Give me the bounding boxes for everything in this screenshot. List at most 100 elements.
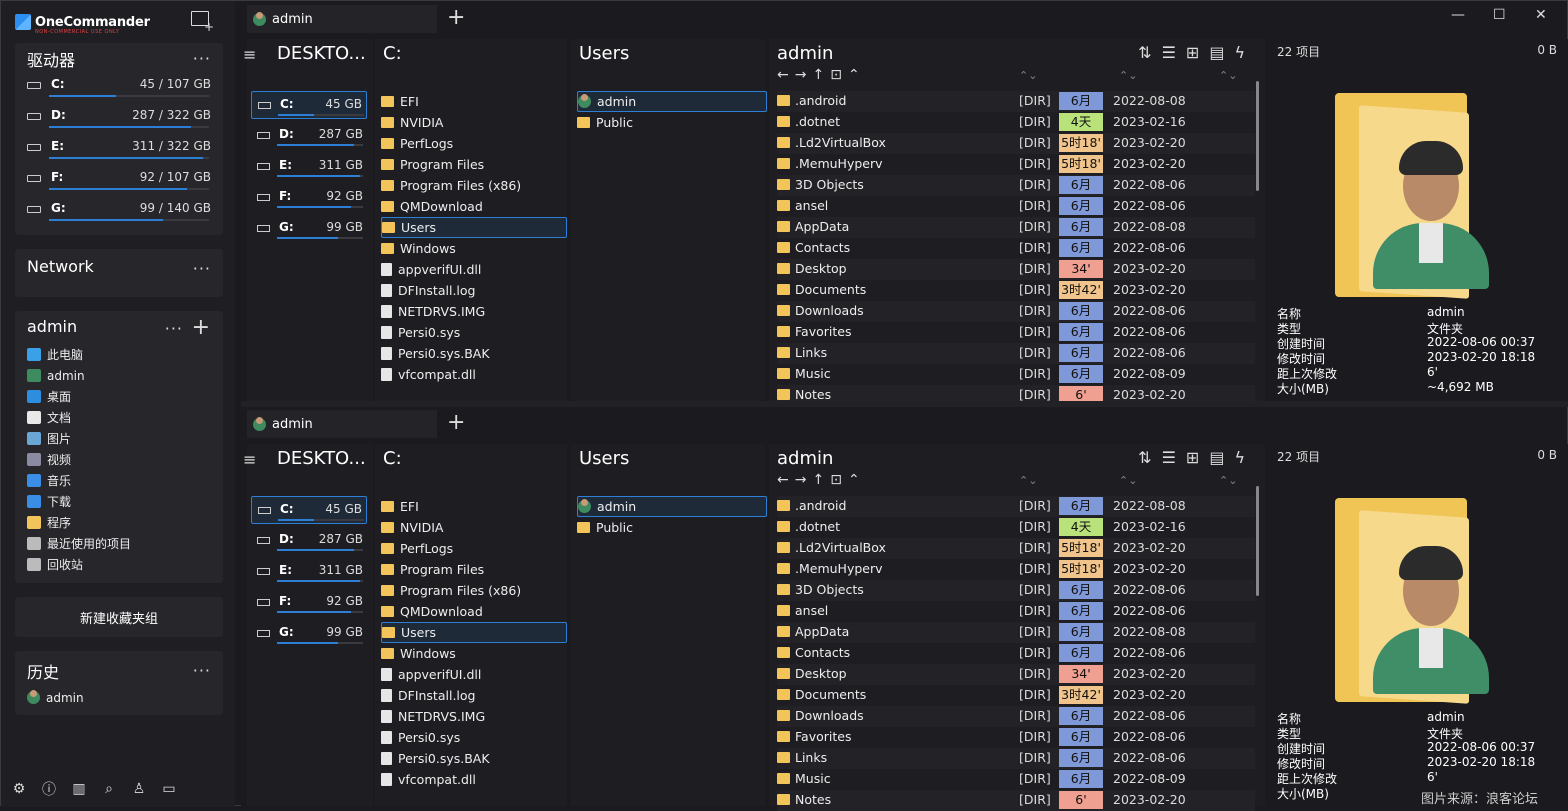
list-view-icon[interactable]: ☰ (1161, 448, 1186, 467)
sort-arrows[interactable]: ⌃⌄ (1119, 69, 1138, 82)
up-icon[interactable]: ↑ (812, 67, 831, 83)
column-title[interactable]: Users (579, 448, 630, 469)
forward-icon[interactable]: → (794, 472, 813, 488)
file-row[interactable]: Downloads [DIR] 6月 2022-08-06 (777, 706, 1255, 727)
list-item[interactable]: Program Files (381, 154, 484, 175)
new-item-icon[interactable]: ⊞ (1185, 43, 1210, 62)
favorite-item[interactable]: 文档 (27, 407, 71, 428)
folder-nav-icon[interactable]: ⊡ (830, 472, 848, 488)
drive-item-d[interactable]: D: 287 GB (251, 527, 367, 555)
column-title[interactable]: DESKTO... (277, 43, 366, 64)
file-row[interactable]: Documents [DIR] 3时42' 2023-02-20 (777, 280, 1255, 301)
history-more-button[interactable]: ··· (192, 661, 211, 680)
list-item[interactable]: vfcompat.dll (381, 769, 476, 790)
list-item[interactable]: Windows (381, 643, 456, 664)
list-item[interactable]: EFI (381, 496, 419, 517)
folder-nav-icon[interactable]: ⊡ (830, 67, 848, 83)
sort-arrows[interactable]: ⌃⌄ (1119, 474, 1138, 487)
favorites-add-button[interactable]: + (191, 315, 211, 340)
account-icon[interactable]: ♙ (132, 781, 146, 797)
list-view-icon[interactable]: ☰ (1161, 43, 1186, 62)
lightning-icon[interactable]: ϟ (1234, 43, 1255, 62)
list-item[interactable]: Persi0.sys.BAK (381, 748, 490, 769)
drive-item-f[interactable]: F: 92 GB (251, 589, 367, 617)
clipboard-icon[interactable]: ▤ (1209, 43, 1235, 62)
file-row[interactable]: Links [DIR] 6月 2022-08-06 (777, 748, 1255, 769)
file-row[interactable]: Downloads [DIR] 6月 2022-08-06 (777, 301, 1255, 322)
drive-item-g[interactable]: G: 99 GB (251, 620, 367, 648)
file-row[interactable]: AppData [DIR] 6月 2022-08-08 (777, 217, 1255, 238)
file-row[interactable]: Desktop [DIR] 34' 2023-02-20 (777, 259, 1255, 280)
list-item[interactable]: Persi0.sys (381, 727, 460, 748)
file-row[interactable]: Favorites [DIR] 6月 2022-08-06 (777, 727, 1255, 748)
favorite-item[interactable]: 音乐 (27, 470, 71, 491)
list-item[interactable]: admin (577, 496, 767, 517)
add-tab-button[interactable]: + (447, 5, 466, 30)
drive-item-g[interactable]: G: 99 GB (251, 215, 367, 243)
list-item[interactable]: NVIDIA (381, 112, 443, 133)
sort-arrows[interactable]: ⌃⌄ (1219, 69, 1238, 82)
lightning-icon[interactable]: ϟ (1234, 448, 1255, 467)
layout-icon[interactable]: ▥ (72, 781, 86, 797)
list-item[interactable]: DFInstall.log (381, 685, 475, 706)
file-row[interactable]: .Ld2VirtualBox [DIR] 5时18' 2023-02-20 (777, 538, 1255, 559)
file-row[interactable]: .MemuHyperv [DIR] 5时18' 2023-02-20 (777, 559, 1255, 580)
search-icon[interactable]: ⌕ (105, 781, 113, 797)
list-item[interactable]: Program Files (x86) (381, 175, 521, 196)
file-row[interactable]: .dotnet [DIR] 4天 2023-02-16 (777, 517, 1255, 538)
list-item[interactable]: Users (381, 217, 567, 238)
maximize-button[interactable]: ☐ (1493, 7, 1506, 23)
favorite-item[interactable]: 程序 (27, 512, 71, 533)
favorite-item[interactable]: 下载 (27, 491, 71, 512)
list-item[interactable]: QMDownload (381, 196, 483, 217)
list-item[interactable]: Program Files (381, 559, 484, 580)
drive-item-e[interactable]: E: 311 GB (251, 153, 367, 181)
info-icon[interactable]: ⓘ (42, 782, 56, 798)
favorite-item[interactable]: admin (27, 365, 85, 386)
column-title[interactable]: admin (777, 448, 834, 469)
list-item[interactable]: NETDRVS.IMG (381, 706, 485, 727)
file-row[interactable]: .MemuHyperv [DIR] 5时18' 2023-02-20 (777, 154, 1255, 175)
list-item[interactable]: Users (381, 622, 567, 643)
list-item[interactable]: PerfLogs (381, 538, 453, 559)
column-title[interactable]: Users (579, 43, 630, 64)
favorite-item[interactable]: 此电脑 (27, 344, 83, 365)
favorite-item[interactable]: 回收站 (27, 554, 83, 575)
list-item[interactable]: Public (577, 112, 633, 133)
tab-admin[interactable]: admin (247, 5, 437, 33)
favorite-item[interactable]: 最近使用的项目 (27, 533, 131, 554)
drive-item-c[interactable]: C: 45 GB (251, 496, 367, 524)
list-item[interactable]: NVIDIA (381, 517, 443, 538)
network-title[interactable]: Network (27, 257, 94, 276)
sort-icon[interactable]: ⇅ (1138, 43, 1162, 62)
drive-item-e[interactable]: E: 311 / 322 GB (25, 139, 211, 169)
file-row[interactable]: Desktop [DIR] 34' 2023-02-20 (777, 664, 1255, 685)
tab-admin[interactable]: admin (247, 410, 437, 438)
settings-icon[interactable]: ⚙ (12, 781, 26, 797)
favorites-more-button[interactable]: ··· (164, 319, 183, 338)
menu-icon[interactable]: ≡ (243, 45, 257, 64)
drives-more-button[interactable]: ··· (192, 49, 211, 68)
list-item[interactable]: Persi0.sys (381, 322, 460, 343)
list-item[interactable]: Persi0.sys.BAK (381, 343, 490, 364)
file-row[interactable]: .dotnet [DIR] 4天 2023-02-16 (777, 112, 1255, 133)
sort-arrows[interactable]: ⌃⌄ (1219, 474, 1238, 487)
file-row[interactable]: ansel [DIR] 6月 2022-08-06 (777, 601, 1255, 622)
drive-item-c[interactable]: C: 45 GB (251, 91, 367, 119)
column-title[interactable]: DESKTO... (277, 448, 366, 469)
column-title[interactable]: admin (777, 43, 834, 64)
drive-item-d[interactable]: D: 287 GB (251, 122, 367, 150)
new-favorite-group-button[interactable]: 新建收藏夹组 (15, 597, 223, 637)
back-icon[interactable]: ← (777, 67, 795, 83)
drive-item-g[interactable]: G: 99 / 140 GB (25, 201, 211, 231)
list-item[interactable]: PerfLogs (381, 133, 453, 154)
file-row[interactable]: .Ld2VirtualBox [DIR] 5时18' 2023-02-20 (777, 133, 1255, 154)
column-title[interactable]: C: (383, 448, 402, 469)
up-icon[interactable]: ↑ (812, 472, 831, 488)
history-item[interactable]: admin (27, 687, 84, 708)
list-item[interactable]: EFI (381, 91, 419, 112)
file-row[interactable]: Notes [DIR] 6' 2023-02-20 (777, 790, 1255, 811)
new-window-icon[interactable] (191, 11, 214, 34)
file-row[interactable]: Contacts [DIR] 6月 2022-08-06 (777, 643, 1255, 664)
file-row[interactable]: 3D Objects [DIR] 6月 2022-08-06 (777, 175, 1255, 196)
